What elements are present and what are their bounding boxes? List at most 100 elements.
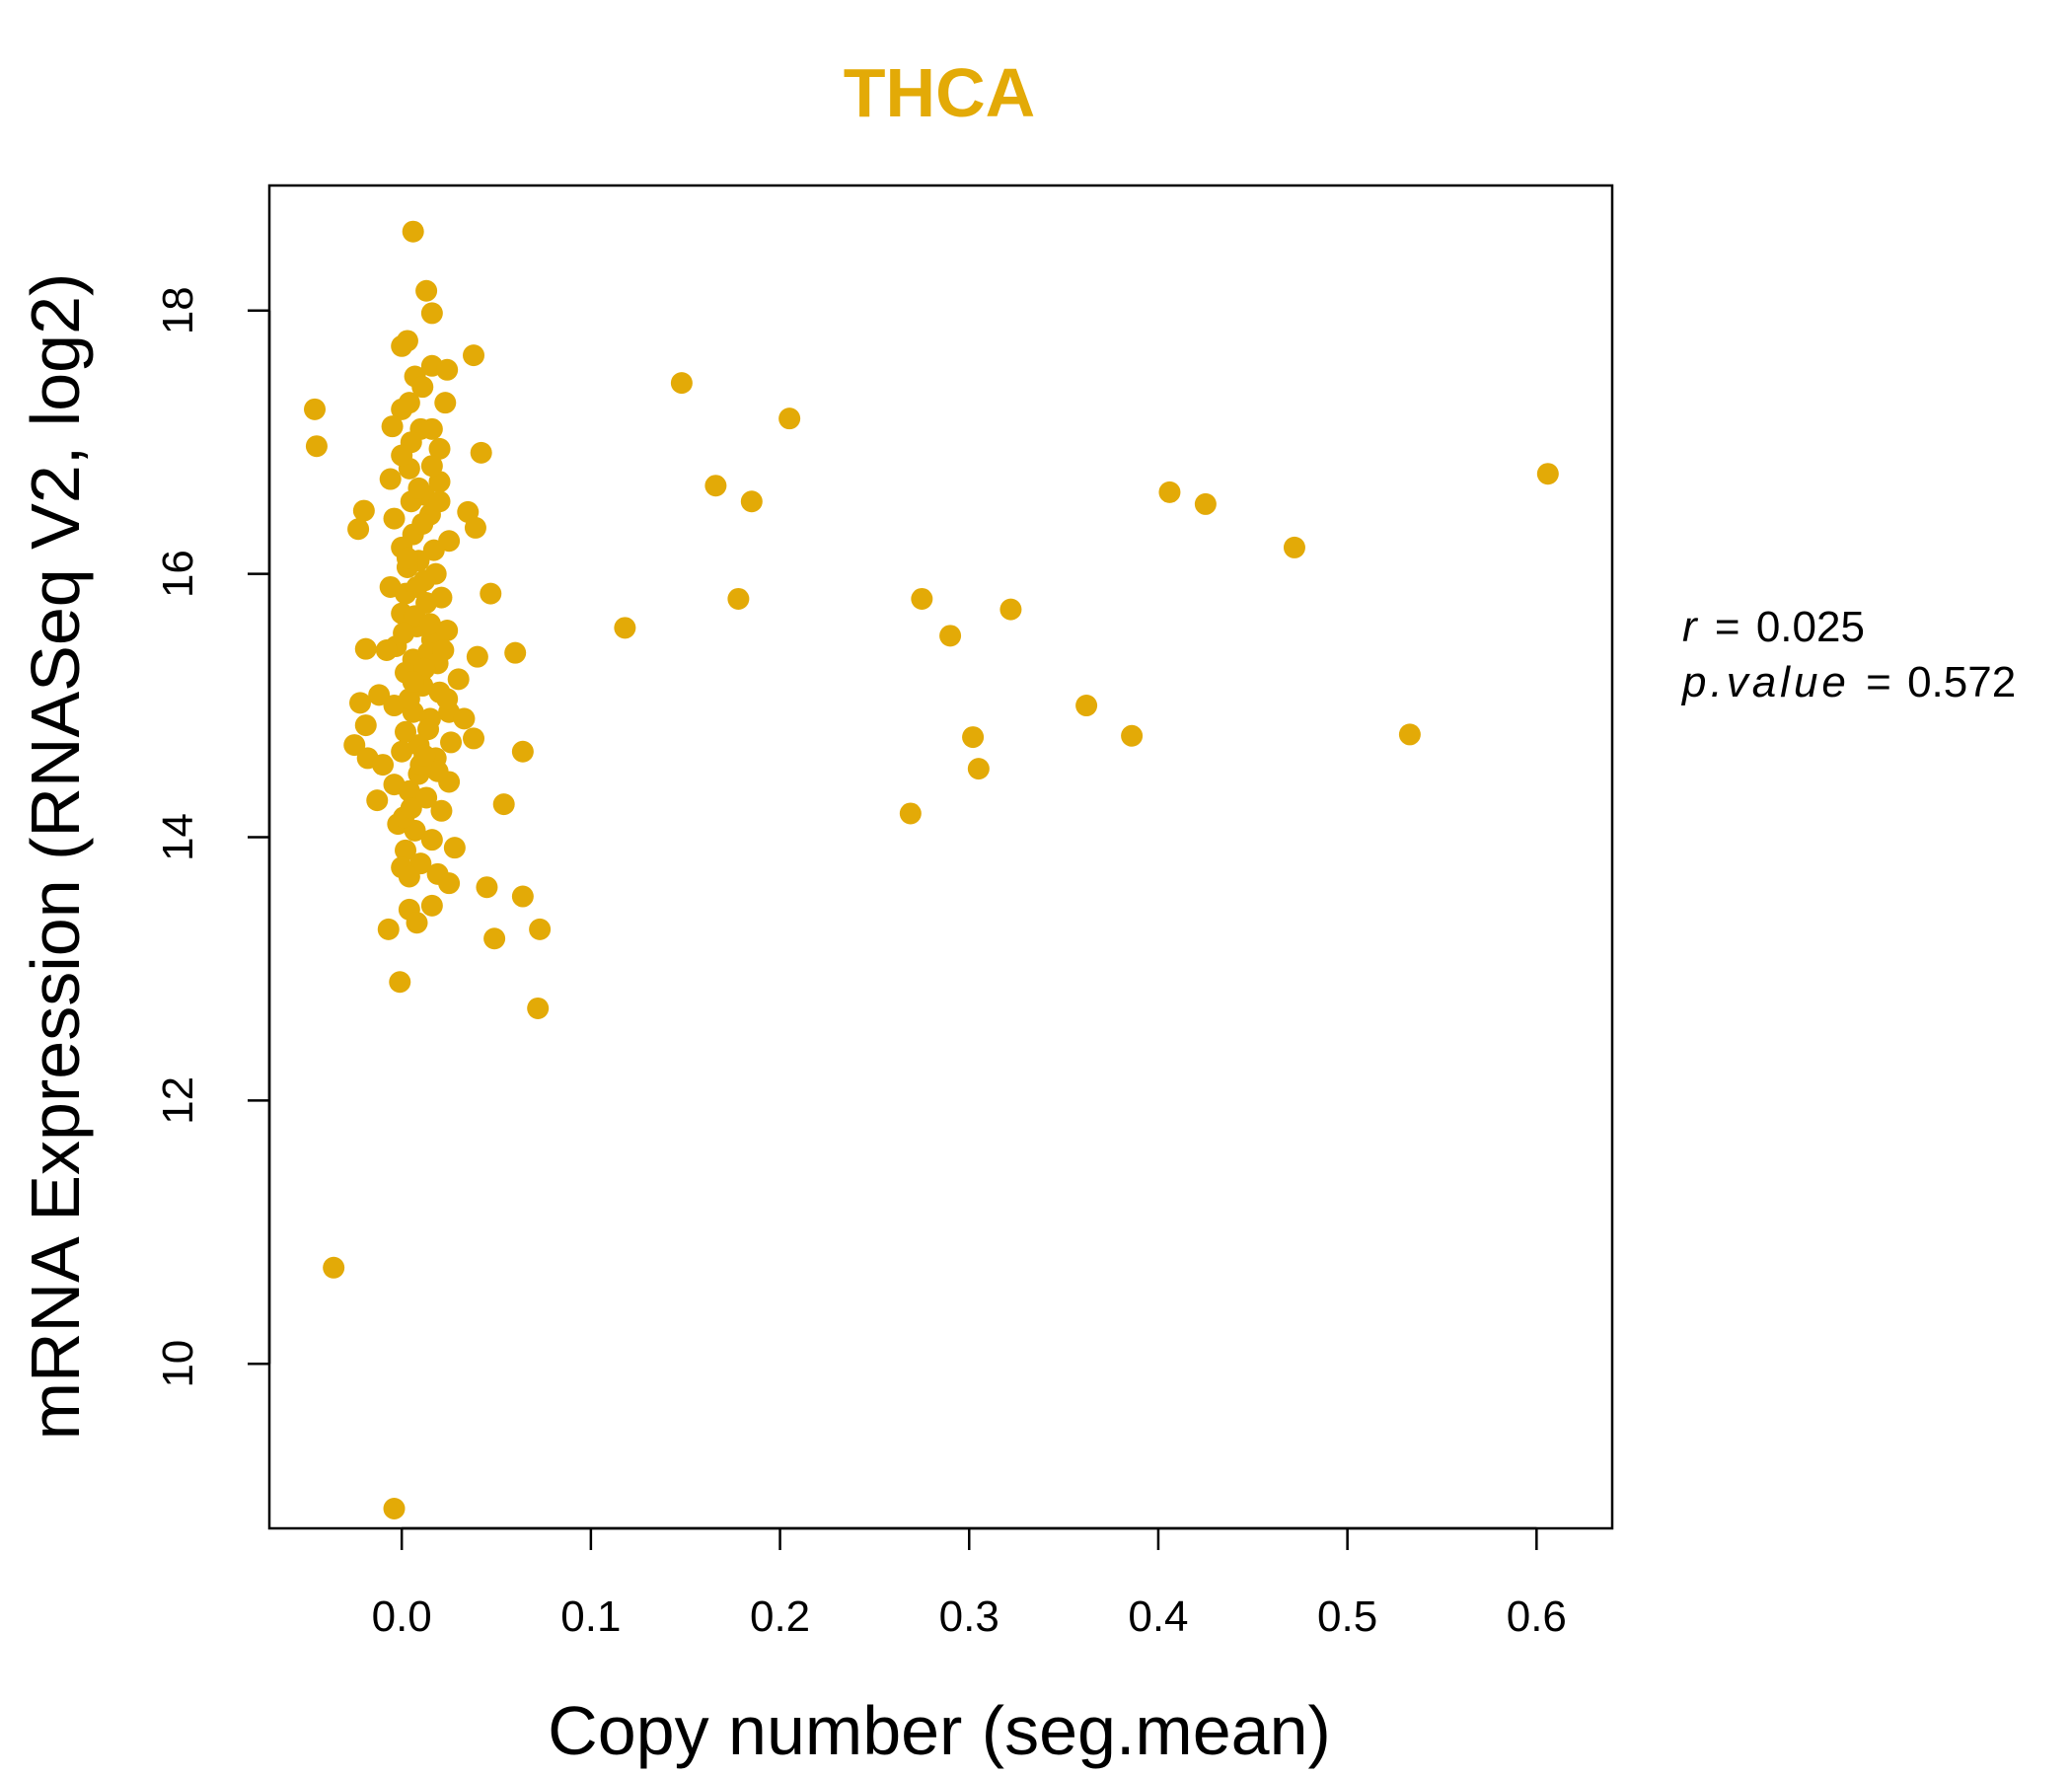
data-point xyxy=(372,754,395,777)
data-point xyxy=(483,927,506,950)
data-point xyxy=(323,1256,345,1279)
data-point xyxy=(391,740,413,763)
y-tick-label: 18 xyxy=(154,286,202,334)
data-point xyxy=(420,417,443,440)
data-point xyxy=(398,392,420,414)
x-axis-title: Copy number (seg.mean) xyxy=(548,1692,1331,1769)
data-point xyxy=(704,475,727,497)
data-point xyxy=(476,876,498,899)
data-point xyxy=(420,894,443,917)
data-point xyxy=(670,372,693,395)
x-tick-label: 0.6 xyxy=(1507,1592,1567,1641)
p-equals: = xyxy=(1866,658,1891,706)
data-point xyxy=(406,575,428,598)
data-point xyxy=(727,587,750,610)
data-point xyxy=(395,839,417,861)
data-point xyxy=(432,639,455,662)
x-tick-label: 0.2 xyxy=(750,1592,810,1641)
y-tick-label: 16 xyxy=(154,550,202,598)
data-point xyxy=(511,740,534,763)
data-point xyxy=(407,477,430,499)
data-point xyxy=(400,797,422,820)
data-point xyxy=(1398,723,1421,746)
data-point xyxy=(379,468,402,490)
data-point xyxy=(911,587,933,610)
data-point xyxy=(393,622,415,644)
x-tick-label: 0.3 xyxy=(939,1592,999,1641)
data-point xyxy=(453,707,476,730)
data-point xyxy=(398,865,420,888)
data-point xyxy=(413,744,436,767)
data-point xyxy=(527,997,550,1019)
data-point xyxy=(443,837,466,859)
data-point xyxy=(939,625,962,647)
data-point xyxy=(740,490,763,513)
p-label: p.value xyxy=(1680,658,1850,706)
data-point xyxy=(347,518,370,541)
data-point xyxy=(999,598,1022,621)
data-point xyxy=(411,512,434,535)
data-point xyxy=(1121,724,1144,747)
data-point xyxy=(383,1497,406,1519)
data-point xyxy=(440,731,463,754)
x-tick-label: 0.5 xyxy=(1317,1592,1377,1641)
data-point xyxy=(391,334,413,357)
data-points xyxy=(304,220,1559,1519)
data-point xyxy=(428,437,451,460)
x-tick-label: 0.1 xyxy=(560,1592,621,1641)
data-point xyxy=(368,684,391,706)
r-equals: = xyxy=(1715,603,1740,651)
x-tick-label: 0.0 xyxy=(372,1592,432,1641)
data-point xyxy=(398,779,420,802)
data-point xyxy=(504,641,527,664)
data-point xyxy=(420,829,443,851)
data-point xyxy=(436,688,459,710)
data-point xyxy=(428,490,451,513)
data-point xyxy=(1075,695,1098,717)
data-point xyxy=(438,872,461,895)
data-point xyxy=(466,645,488,668)
data-point xyxy=(406,912,428,934)
data-point xyxy=(778,407,801,430)
data-point xyxy=(470,441,492,464)
data-point xyxy=(305,435,328,458)
y-tick-label: 12 xyxy=(154,1076,202,1125)
data-point xyxy=(614,617,636,639)
data-point xyxy=(1283,536,1305,558)
data-point xyxy=(377,918,400,940)
data-point xyxy=(354,714,377,737)
data-point xyxy=(402,671,424,694)
data-point xyxy=(420,455,443,478)
data-point xyxy=(899,802,922,825)
p-value: 0.572 xyxy=(1907,658,2016,706)
plot-frame xyxy=(267,184,1614,1530)
data-point xyxy=(383,507,406,530)
data-point xyxy=(398,688,420,710)
data-point xyxy=(434,392,457,414)
chart-title: THCA xyxy=(844,54,1035,131)
data-point xyxy=(418,613,441,635)
correlation-stats: r = 0.025 p.value = 0.572 xyxy=(1680,603,2016,706)
y-axis-title: mRNA Expression (RNASeq V2, log2) xyxy=(17,273,94,1441)
data-point xyxy=(415,279,438,302)
data-point xyxy=(480,582,502,605)
data-point xyxy=(492,793,515,816)
data-point xyxy=(375,639,398,662)
y-tick-label: 10 xyxy=(154,1340,202,1388)
data-point xyxy=(511,885,534,908)
data-point xyxy=(463,344,485,367)
r-label: r xyxy=(1682,603,1699,651)
data-point xyxy=(962,726,985,749)
data-point xyxy=(1536,463,1559,485)
data-point xyxy=(411,376,434,399)
data-point xyxy=(447,668,470,691)
data-point xyxy=(430,799,453,822)
data-point xyxy=(529,918,552,940)
data-point xyxy=(436,358,459,381)
data-point xyxy=(426,760,449,782)
data-point xyxy=(1158,481,1181,503)
r-value: 0.025 xyxy=(1756,603,1865,651)
data-point xyxy=(420,302,443,325)
data-point xyxy=(422,539,445,561)
